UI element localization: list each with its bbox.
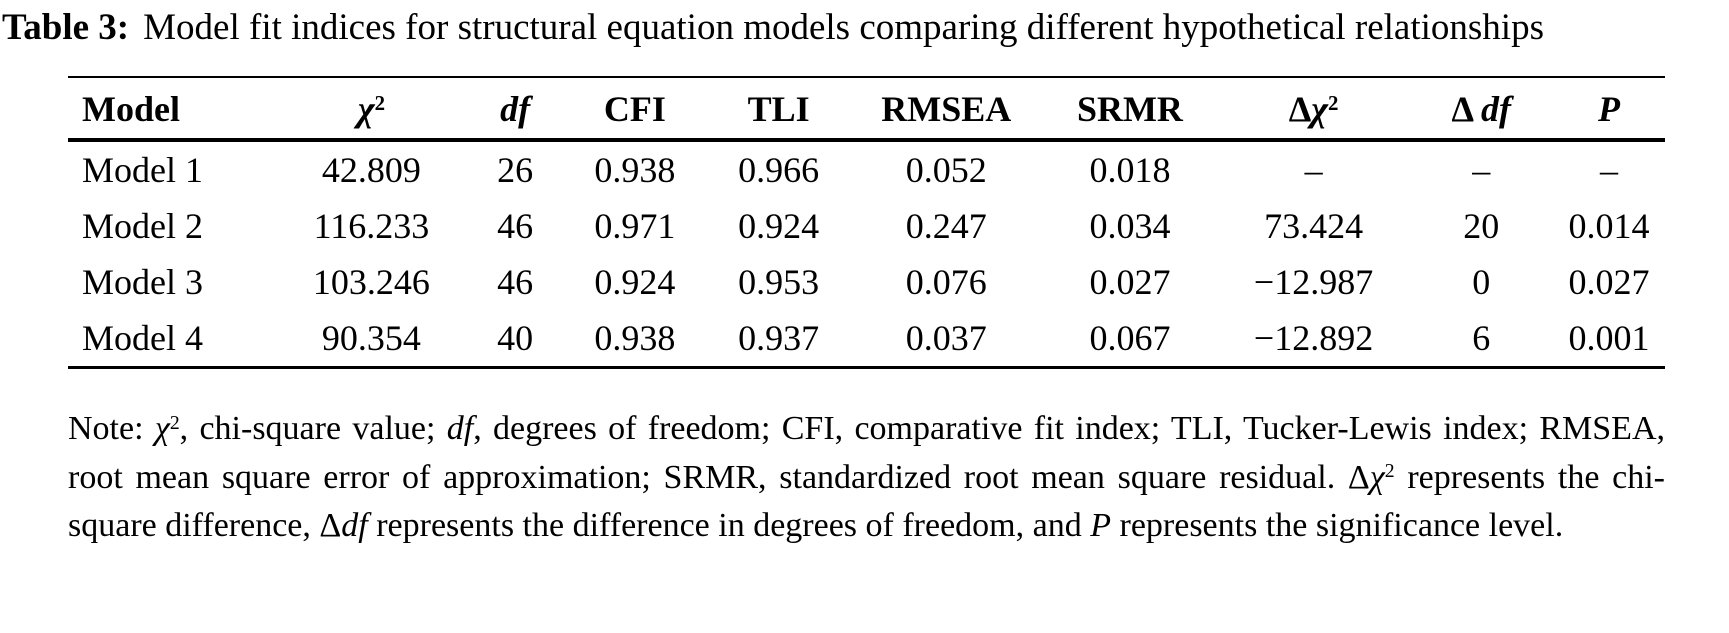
cell-tli: 0.966 — [738, 150, 820, 191]
cell-cfi: 0.924 — [594, 262, 676, 303]
cell-df: 46 — [497, 262, 534, 303]
note-text: , chi-square value; — [179, 410, 447, 448]
cell-delta-chi2: −12.987 — [1253, 262, 1374, 303]
cell-p: 0.001 — [1568, 318, 1650, 359]
cell-model: Model 1 — [82, 150, 203, 191]
column-header-model: Model — [68, 77, 276, 143]
chi-symbol: χ — [154, 410, 170, 448]
p-symbol: P — [1090, 506, 1111, 544]
cell-delta-chi2: −12.892 — [1253, 318, 1374, 359]
cell-delta-chi2: – — [1304, 150, 1323, 191]
column-header-p: P — [1553, 77, 1665, 143]
cell-chi2: 90.354 — [321, 318, 421, 359]
cell-tli: 0.937 — [738, 318, 820, 359]
superscript-2: 2 — [1328, 90, 1339, 115]
note-text: Note: — [68, 410, 155, 448]
note-text: represents the significance level. — [1111, 506, 1564, 544]
table-note: Note: χ2, chi-square value; df, degrees … — [68, 405, 1665, 550]
fit-indices-table: Model χ2 df CFI TLI RMSEA SRMR Δχ2 Δ df … — [68, 76, 1665, 370]
paper-table-figure: Table 3: Model fit indices for structural… — [0, 6, 1729, 633]
cell-model: Model 2 — [82, 206, 203, 247]
cell-chi2: 103.246 — [312, 262, 430, 303]
cell-delta-df: – — [1472, 150, 1491, 191]
cell-df: 40 — [497, 318, 534, 359]
column-header-cfi: CFI — [563, 77, 707, 143]
cell-srmr: 0.034 — [1089, 206, 1171, 247]
column-header-delta-chi-square: Δχ2 — [1217, 77, 1410, 143]
cell-delta-df: 6 — [1472, 318, 1491, 359]
column-header-srmr: SRMR — [1042, 77, 1218, 143]
column-header-chi-square: χ2 — [275, 77, 468, 143]
cell-chi2: 116.233 — [313, 206, 430, 247]
column-header-tli: TLI — [706, 77, 851, 143]
cell-rmsea: 0.052 — [905, 150, 987, 191]
delta-symbol: Δ — [1347, 458, 1370, 496]
column-header-delta-df: Δ df — [1409, 77, 1554, 143]
cell-p: 0.014 — [1568, 206, 1650, 247]
cell-chi2: 42.809 — [321, 150, 421, 191]
cell-cfi: 0.938 — [594, 150, 676, 191]
df-symbol: df — [341, 506, 368, 544]
chi-symbol: χ — [1311, 89, 1329, 130]
df-symbol: df — [1481, 89, 1512, 130]
superscript-2: 2 — [374, 90, 385, 115]
cell-srmr: 0.067 — [1089, 318, 1171, 359]
cell-tli: 0.924 — [738, 206, 820, 247]
note-text: represents the chi-square difference, — [68, 458, 1665, 544]
delta-symbol: Δ — [319, 506, 342, 544]
table-row-model-1: Model 1 42.809 26 0.938 0.966 0.052 0.01… — [68, 140, 1665, 198]
cell-p: 0.027 — [1568, 262, 1650, 303]
column-header-df: df — [467, 77, 564, 143]
cell-delta-chi2: 73.424 — [1264, 206, 1364, 247]
table-caption-text: Model fit indices for structural equatio… — [143, 7, 1544, 48]
cell-model: Model 3 — [82, 262, 203, 303]
cell-cfi: 0.938 — [594, 318, 676, 359]
cell-df: 26 — [497, 150, 534, 191]
column-header-rmsea: RMSEA — [850, 77, 1043, 143]
table-row-model-4: Model 4 90.354 40 0.938 0.937 0.037 0.06… — [68, 310, 1665, 368]
note-text: represents the difference in degrees of … — [367, 506, 1091, 544]
df-symbol: df — [446, 410, 474, 448]
cell-srmr: 0.027 — [1089, 262, 1171, 303]
table-caption: Table 3: Model fit indices for structural… — [2, 6, 1729, 50]
chi-symbol: χ — [1369, 458, 1385, 496]
cell-delta-df: 20 — [1463, 206, 1500, 247]
cell-df: 46 — [497, 206, 534, 247]
superscript-2: 2 — [169, 411, 180, 434]
table-caption-label: Table 3: — [2, 7, 130, 48]
cell-model: Model 4 — [82, 318, 203, 359]
cell-srmr: 0.018 — [1089, 150, 1171, 191]
table-row-model-3: Model 3 103.246 46 0.924 0.953 0.076 0.0… — [68, 254, 1665, 310]
cell-p: – — [1600, 150, 1619, 191]
delta-symbol: Δ — [1451, 89, 1482, 130]
cell-tli: 0.953 — [738, 262, 820, 303]
cell-rmsea: 0.037 — [905, 318, 987, 359]
chi-symbol: χ — [357, 89, 375, 130]
table-row-model-2: Model 2 116.233 46 0.971 0.924 0.247 0.0… — [68, 198, 1665, 254]
delta-symbol: Δ — [1288, 89, 1312, 130]
cell-delta-df: 0 — [1472, 262, 1491, 303]
cell-rmsea: 0.076 — [905, 262, 987, 303]
header-row: Model χ2 df CFI TLI RMSEA SRMR Δχ2 Δ df … — [68, 77, 1665, 143]
cell-cfi: 0.971 — [594, 206, 676, 247]
note-text: , degrees of freedom; CFI, comparative f… — [68, 410, 1665, 496]
cell-rmsea: 0.247 — [905, 206, 987, 247]
fit-indices-table-wrapper: Model χ2 df CFI TLI RMSEA SRMR Δχ2 Δ df … — [68, 76, 1665, 370]
superscript-2: 2 — [1384, 459, 1395, 482]
